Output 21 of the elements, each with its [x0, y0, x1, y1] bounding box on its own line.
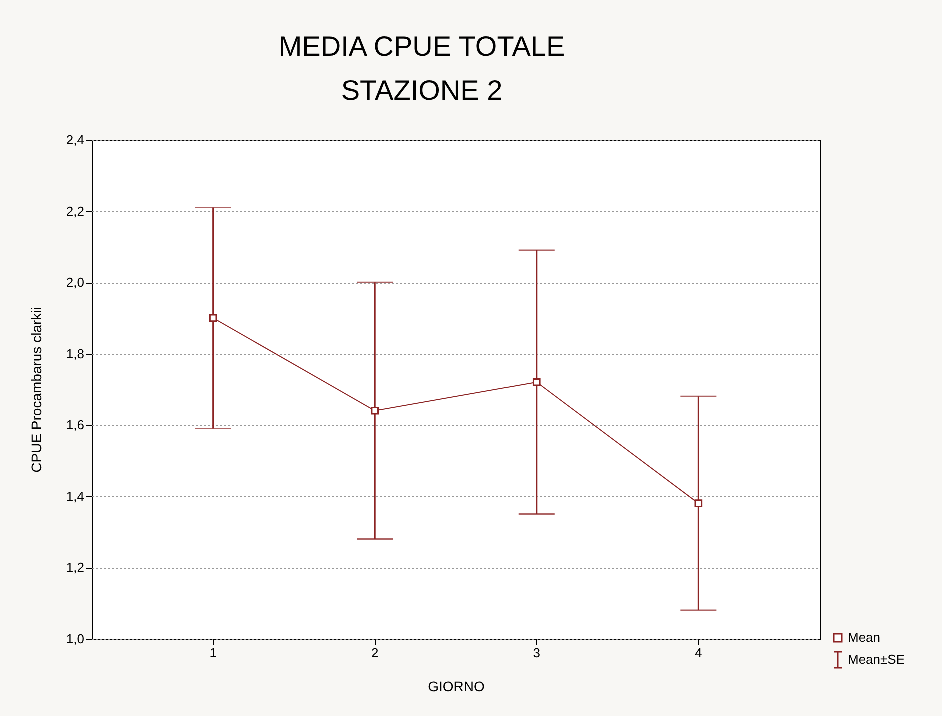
x-tick-label: 2	[371, 646, 379, 660]
y-tick-label: 2,2	[66, 204, 84, 219]
chart-title: MEDIA CPUE TOTALE STAZIONE 2	[278, 31, 566, 106]
point	[694, 500, 703, 508]
legend-label: Mean	[848, 630, 881, 645]
y-tick-label: 1,8	[66, 346, 84, 362]
y-tick-label: 1,4	[66, 488, 84, 504]
point	[209, 314, 218, 322]
x-tick-label: 1	[210, 646, 217, 660]
text: Mean±SE	[848, 652, 905, 667]
x-tick-label: 4	[695, 646, 702, 660]
y-tick-label: 1,2	[66, 560, 84, 576]
y-tick-label: 1,6	[66, 418, 84, 433]
y-axis-title: CPUE Procambarus clarkii	[28, 307, 44, 473]
y-tick-label: 1,0	[66, 632, 84, 646]
point	[371, 406, 380, 415]
point	[532, 378, 541, 386]
y-tick-label: 2,0	[66, 275, 84, 290]
x-axis-title: GIORNO	[428, 678, 485, 694]
x-tick-label: 3	[533, 646, 541, 660]
y-tick-label: 2,4	[66, 132, 84, 148]
